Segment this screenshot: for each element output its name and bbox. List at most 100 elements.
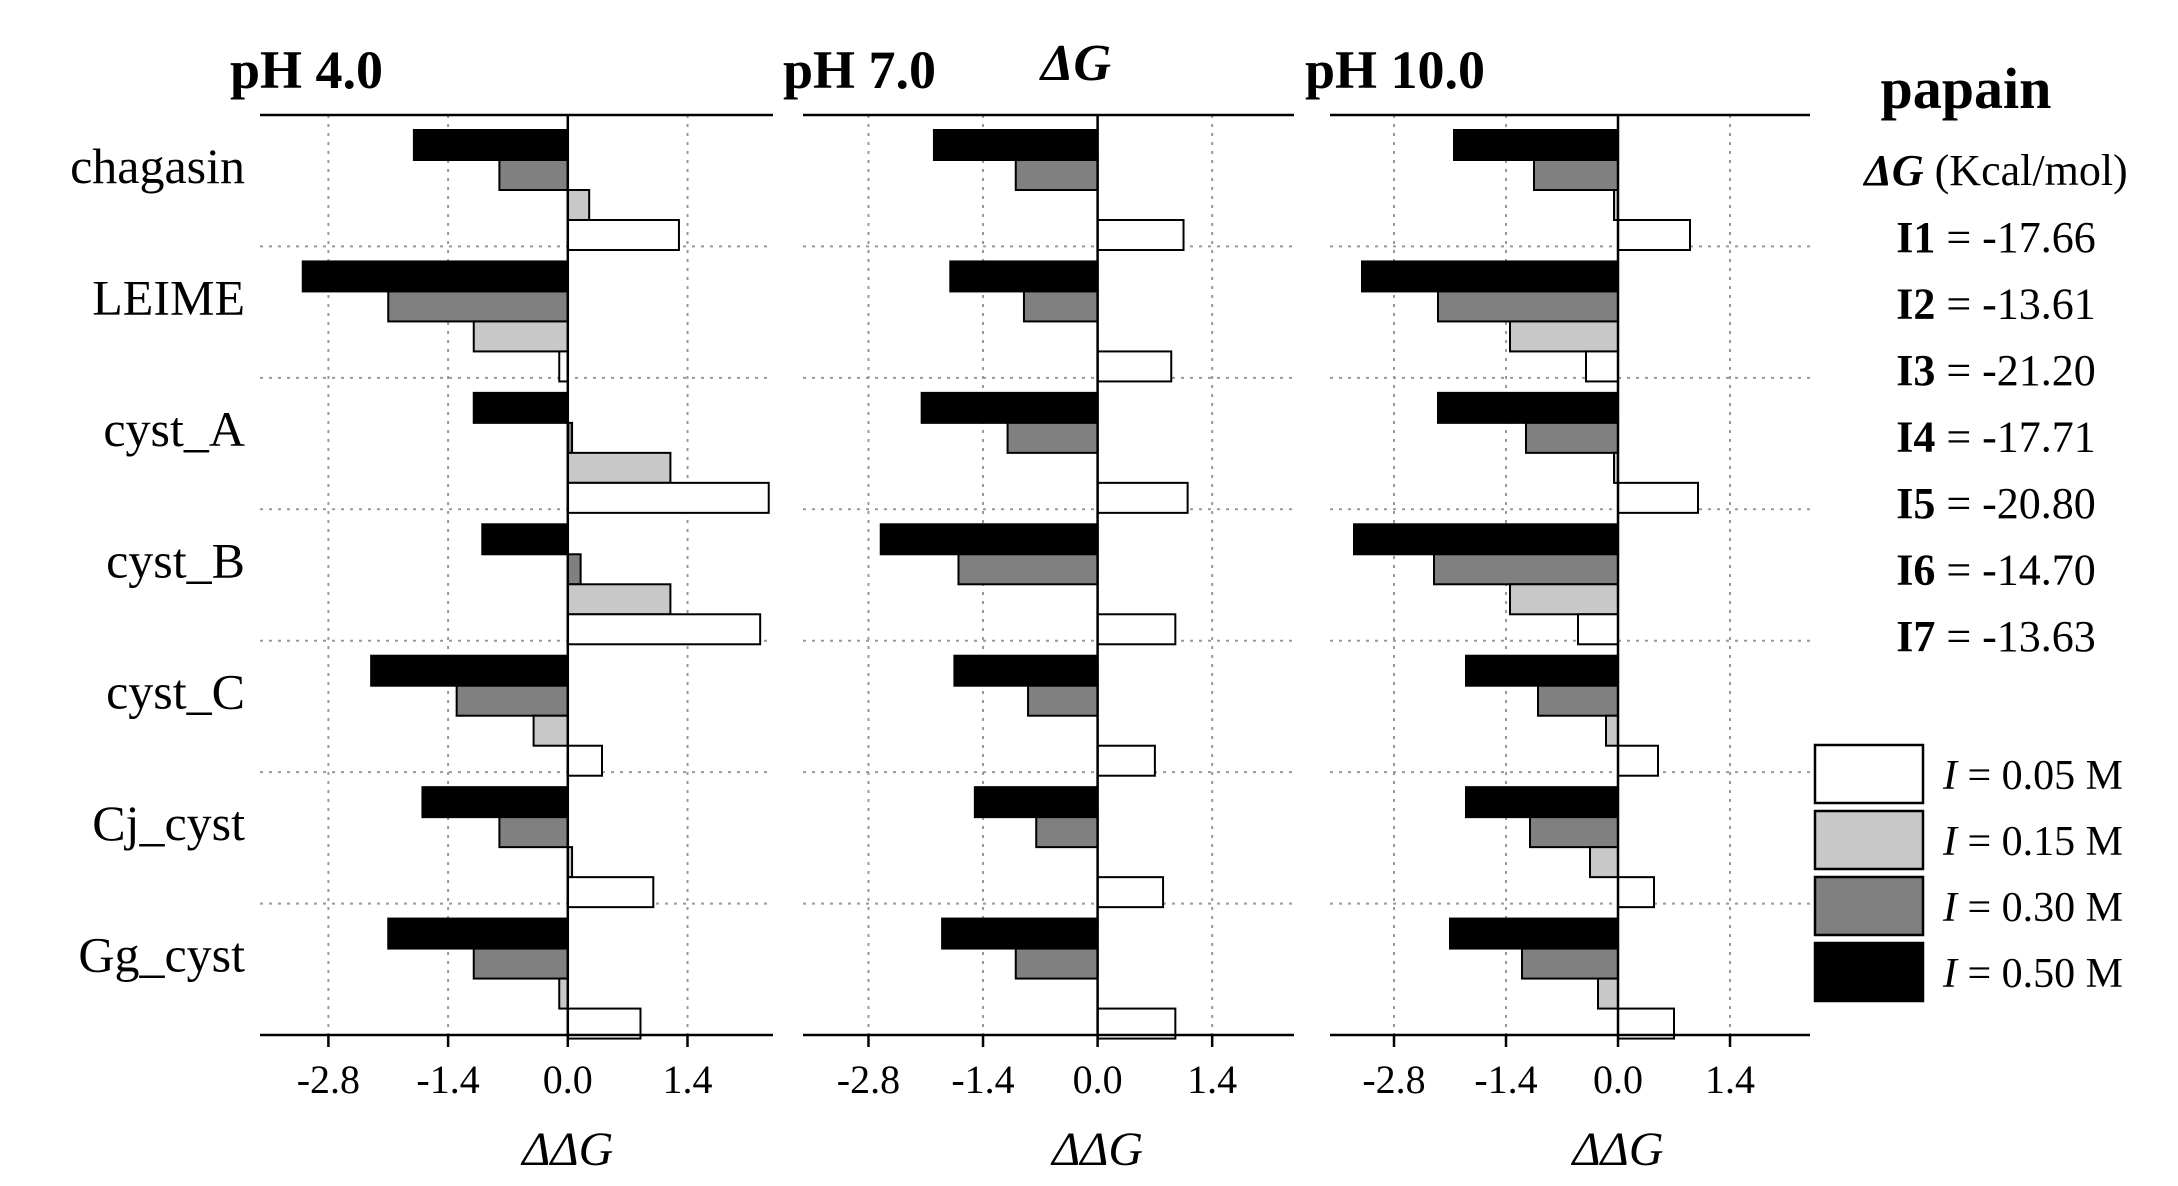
unit-symbol: ΔG bbox=[1862, 146, 1924, 195]
bar-leime-s4 bbox=[1585, 350, 1619, 383]
bar-leime-s2 bbox=[1022, 290, 1099, 323]
panel-3: pH 10.0 -2.8 -1.4 0.0 1.4 ΔΔG bbox=[1305, 40, 1810, 1176]
legend-label: I = 0.05 M bbox=[1942, 753, 2123, 799]
inhibitor-name: I4 bbox=[1896, 413, 1935, 462]
inhibitor-name: I5 bbox=[1896, 479, 1935, 528]
bar-leime-s2 bbox=[1437, 290, 1619, 323]
bar-chagasin-s1 bbox=[932, 129, 1099, 161]
inhibitor-value: I5 = -20.80 bbox=[1896, 479, 2096, 528]
bar-cyst-b-s4 bbox=[566, 613, 762, 646]
inhibitor-name: I7 bbox=[1896, 612, 1935, 661]
bar-gg-cyst-s3 bbox=[1597, 977, 1619, 1010]
inhibitor-dg: = -17.66 bbox=[1935, 213, 2095, 262]
category-label: Gg_cyst bbox=[78, 927, 245, 983]
bar-cyst-a-s1 bbox=[920, 391, 1099, 424]
x-tick-label: 0.0 bbox=[543, 1057, 593, 1102]
bar-cj-cyst-s4 bbox=[566, 876, 655, 909]
bar-gg-cyst-s4 bbox=[566, 1007, 642, 1040]
bar-cyst-a-s1 bbox=[472, 391, 569, 424]
legend-symbol: I bbox=[1942, 885, 1959, 931]
x-tick-label: -2.8 bbox=[1362, 1057, 1425, 1102]
bar-leime-s2 bbox=[387, 290, 569, 323]
bar-cyst-a-s4 bbox=[566, 481, 770, 514]
category-label: cyst_A bbox=[103, 401, 245, 457]
bar-cj-cyst-s2 bbox=[1529, 816, 1619, 849]
inhibitor-value: I1 = -17.66 bbox=[1896, 213, 2096, 262]
bar-leime-s1 bbox=[1361, 260, 1619, 293]
panel-2: pH 7.0 -2.8 -1.4 0.0 1.4 ΔΔG bbox=[783, 40, 1294, 1176]
inhibitor-dg: = -20.80 bbox=[1935, 479, 2095, 528]
inhibitor-dg: = -13.61 bbox=[1935, 280, 2095, 329]
bar-gg-cyst-s3 bbox=[558, 977, 569, 1010]
category-label: cyst_B bbox=[106, 532, 245, 588]
bar-cyst-c-s2 bbox=[1027, 684, 1099, 717]
inhibitor-name: I1 bbox=[1896, 213, 1935, 262]
panel-1: pH 4.0 -2.8 -1.4 0.0 1.4 ΔΔG bbox=[230, 40, 773, 1176]
x-tick-label: -1.4 bbox=[951, 1057, 1014, 1102]
bar-cyst-c-s4 bbox=[566, 744, 603, 777]
bar-chagasin-s2 bbox=[1533, 159, 1619, 191]
bar-cyst-b-s4 bbox=[1096, 613, 1177, 646]
bar-cyst-a-s2 bbox=[1006, 421, 1099, 454]
inhibitor-value: I6 = -14.70 bbox=[1896, 546, 2096, 595]
unit-text: (Kcal/mol) bbox=[1924, 146, 2128, 195]
bar-cj-cyst-s4 bbox=[1617, 876, 1655, 909]
bar-leime-s4 bbox=[558, 350, 569, 383]
inhibitor-value: I4 = -17.71 bbox=[1896, 413, 2096, 462]
bar-gg-cyst-s2 bbox=[472, 947, 569, 980]
bar-cyst-b-s3 bbox=[1509, 583, 1619, 616]
top-delta-g-label: ΔG bbox=[1039, 35, 1111, 92]
chart-panels: pH 4.0 -2.8 -1.4 0.0 1.4 ΔΔG pH 7.0 -2.8 -1.4 0.0… bbox=[70, 40, 1810, 1176]
legend-label: I = 0.50 M bbox=[1942, 951, 2123, 997]
bar-gg-cyst-s4 bbox=[1617, 1007, 1675, 1040]
bar-leime-s4 bbox=[1096, 350, 1173, 383]
bar-cj-cyst-s1 bbox=[1465, 786, 1619, 819]
legend-label: I = 0.15 M bbox=[1942, 819, 2123, 865]
inhibitor-dg: = -14.70 bbox=[1935, 546, 2095, 595]
x-tick-label: -1.4 bbox=[416, 1057, 479, 1102]
inhibitor-value: I3 = -21.20 bbox=[1896, 346, 2096, 395]
inhibitor-name: I2 bbox=[1896, 280, 1935, 329]
legend-symbol: I bbox=[1942, 753, 1959, 799]
bar-cyst-a-s2 bbox=[1525, 421, 1619, 454]
bar-cyst-c-s4 bbox=[1096, 744, 1156, 777]
bar-cyst-b-s2 bbox=[1433, 553, 1619, 586]
bar-cj-cyst-s1 bbox=[973, 786, 1099, 819]
inhibitor-dg: = -17.71 bbox=[1935, 413, 2095, 462]
bar-gg-cyst-s1 bbox=[1449, 917, 1619, 950]
x-axis-label: ΔΔG bbox=[1570, 1123, 1663, 1176]
bar-gg-cyst-s1 bbox=[941, 917, 1099, 950]
side-panel-title: papain bbox=[1881, 56, 2052, 121]
bar-cyst-b-s1 bbox=[879, 523, 1099, 556]
x-tick-label: -1.4 bbox=[1474, 1057, 1537, 1102]
inhibitor-name: I3 bbox=[1896, 346, 1935, 395]
bar-chagasin-s4 bbox=[1096, 219, 1185, 251]
bar-leime-s1 bbox=[301, 260, 569, 293]
bar-cyst-b-s4 bbox=[1577, 613, 1619, 646]
bar-cj-cyst-s4 bbox=[1096, 876, 1165, 909]
bar-cyst-a-s4 bbox=[1096, 481, 1189, 514]
legend: I = 0.05 MI = 0.15 MI = 0.30 MI = 0.50 M bbox=[1813, 743, 2123, 1003]
x-tick-label: 0.0 bbox=[1073, 1057, 1123, 1102]
legend-swatch bbox=[1813, 875, 1925, 937]
bar-cyst-a-s4 bbox=[1617, 481, 1699, 514]
side-panel-unit: ΔG (Kcal/mol) bbox=[1862, 146, 2127, 195]
x-tick-label: 1.4 bbox=[1187, 1057, 1237, 1102]
bar-chagasin-s1 bbox=[412, 129, 569, 161]
x-axis-label: ΔΔG bbox=[520, 1123, 613, 1176]
x-tick-label: 1.4 bbox=[663, 1057, 713, 1102]
bar-gg-cyst-s1 bbox=[387, 917, 569, 950]
legend-symbol: I bbox=[1942, 951, 1959, 997]
legend-swatch bbox=[1813, 941, 1925, 1003]
bar-chagasin-s4 bbox=[1617, 219, 1691, 251]
bar-cj-cyst-s3 bbox=[1589, 846, 1619, 879]
legend-text: = 0.15 M bbox=[1957, 819, 2123, 865]
bar-cyst-a-s1 bbox=[1437, 391, 1619, 424]
panel-title: pH 10.0 bbox=[1305, 40, 1485, 100]
panel-title: pH 7.0 bbox=[783, 40, 936, 100]
inhibitor-dg: = -21.20 bbox=[1935, 346, 2095, 395]
bar-cyst-b-s1 bbox=[481, 523, 569, 556]
inhibitor-dg: = -13.63 bbox=[1935, 612, 2095, 661]
